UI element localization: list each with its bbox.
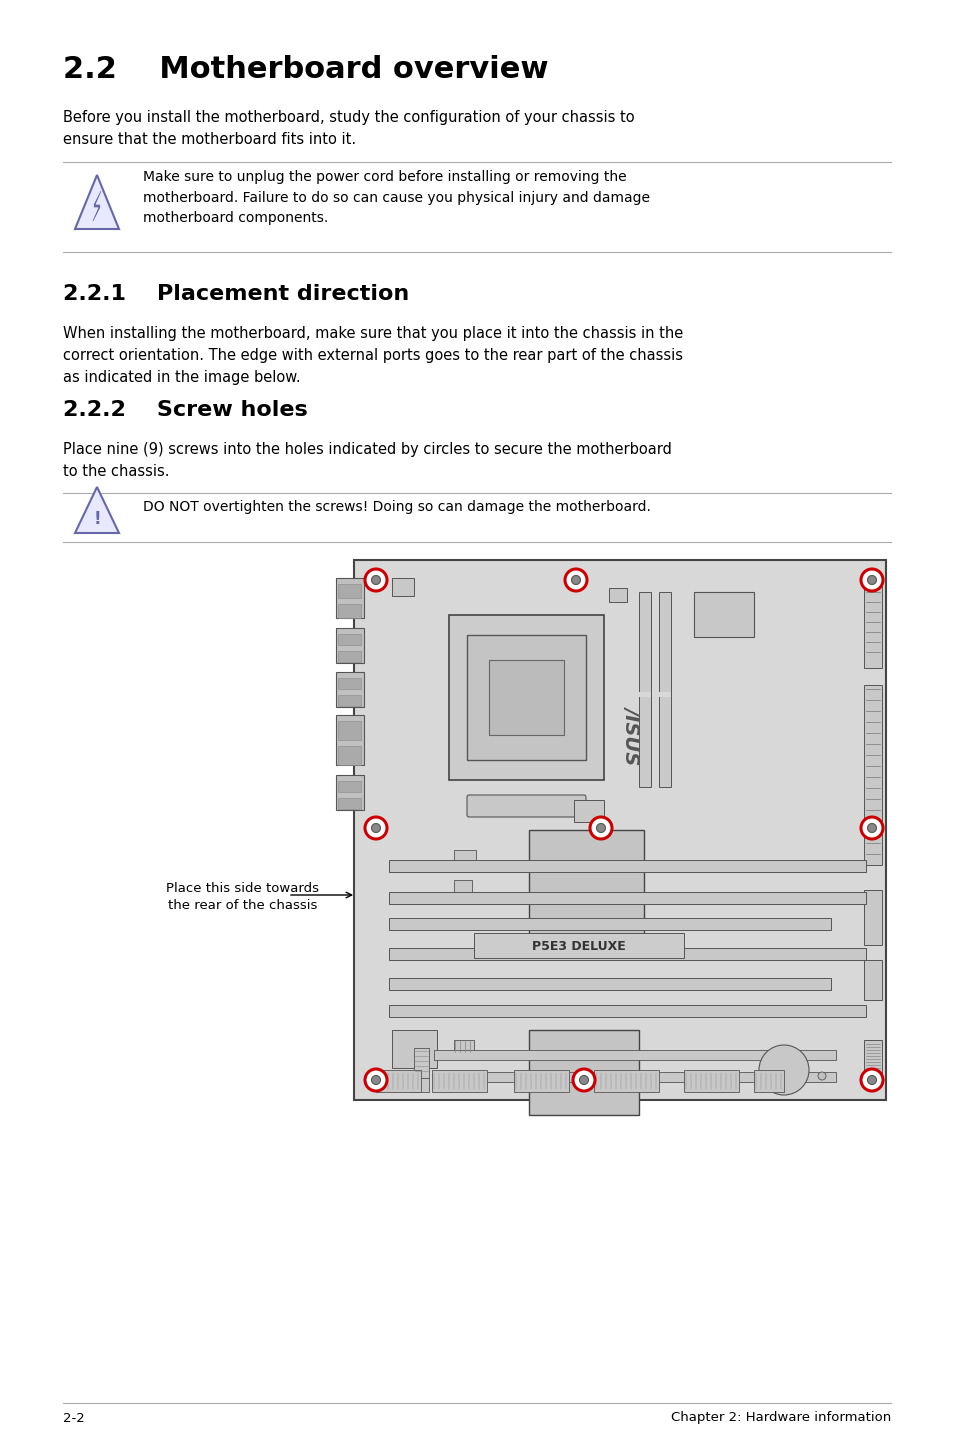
FancyBboxPatch shape [389, 948, 865, 961]
FancyBboxPatch shape [337, 695, 360, 706]
FancyBboxPatch shape [863, 961, 882, 999]
Circle shape [866, 1076, 876, 1084]
Circle shape [571, 575, 579, 584]
Circle shape [365, 569, 387, 591]
Circle shape [759, 1045, 808, 1094]
FancyBboxPatch shape [659, 592, 670, 787]
FancyBboxPatch shape [639, 692, 650, 697]
FancyBboxPatch shape [392, 578, 414, 595]
FancyBboxPatch shape [659, 692, 670, 697]
FancyBboxPatch shape [434, 1071, 835, 1081]
Circle shape [371, 824, 380, 833]
FancyBboxPatch shape [454, 850, 476, 870]
FancyBboxPatch shape [389, 892, 865, 905]
FancyBboxPatch shape [335, 775, 364, 810]
FancyBboxPatch shape [335, 578, 364, 618]
FancyBboxPatch shape [337, 651, 360, 661]
FancyBboxPatch shape [389, 860, 865, 871]
Text: Chapter 2: Hardware information: Chapter 2: Hardware information [670, 1412, 890, 1425]
Text: P5E3 DELUXE: P5E3 DELUXE [532, 939, 625, 952]
FancyBboxPatch shape [389, 917, 830, 930]
Circle shape [596, 824, 605, 833]
Text: 2-2: 2-2 [63, 1412, 85, 1425]
Text: Place this side towards
the rear of the chassis: Place this side towards the rear of the … [167, 881, 319, 912]
Text: DO NOT overtighten the screws! Doing so can damage the motherboard.: DO NOT overtighten the screws! Doing so … [143, 500, 650, 513]
Circle shape [365, 1068, 387, 1091]
Polygon shape [75, 487, 119, 533]
Circle shape [866, 824, 876, 833]
FancyBboxPatch shape [514, 1070, 568, 1091]
Circle shape [564, 569, 586, 591]
FancyBboxPatch shape [863, 1040, 882, 1086]
FancyBboxPatch shape [753, 1070, 783, 1091]
FancyBboxPatch shape [337, 798, 360, 810]
FancyBboxPatch shape [683, 1070, 739, 1091]
FancyBboxPatch shape [389, 978, 830, 989]
FancyBboxPatch shape [335, 628, 364, 663]
Text: 2.2    Motherboard overview: 2.2 Motherboard overview [63, 55, 548, 83]
FancyBboxPatch shape [389, 1005, 865, 1017]
FancyBboxPatch shape [337, 634, 360, 646]
FancyBboxPatch shape [529, 1030, 639, 1114]
Text: 2.2.2    Screw holes: 2.2.2 Screw holes [63, 400, 308, 420]
FancyBboxPatch shape [337, 604, 360, 618]
FancyBboxPatch shape [594, 1070, 659, 1091]
FancyBboxPatch shape [409, 1078, 429, 1091]
Circle shape [365, 817, 387, 838]
FancyBboxPatch shape [434, 1050, 835, 1060]
FancyBboxPatch shape [337, 584, 360, 598]
FancyBboxPatch shape [639, 592, 650, 787]
FancyBboxPatch shape [489, 660, 563, 735]
Text: 2.2.1    Placement direction: 2.2.1 Placement direction [63, 283, 409, 303]
FancyBboxPatch shape [863, 890, 882, 945]
FancyBboxPatch shape [375, 1070, 420, 1091]
Circle shape [589, 817, 612, 838]
Circle shape [371, 575, 380, 584]
FancyBboxPatch shape [693, 592, 753, 637]
FancyBboxPatch shape [337, 677, 360, 689]
Text: Before you install the motherboard, study the configuration of your chassis to
e: Before you install the motherboard, stud… [63, 109, 634, 147]
Circle shape [371, 1076, 380, 1084]
Circle shape [573, 1068, 595, 1091]
FancyBboxPatch shape [467, 795, 585, 817]
Text: Place nine (9) screws into the holes indicated by circles to secure the motherbo: Place nine (9) screws into the holes ind… [63, 441, 671, 479]
FancyBboxPatch shape [337, 781, 360, 792]
Circle shape [578, 1076, 588, 1084]
FancyBboxPatch shape [574, 800, 603, 823]
FancyBboxPatch shape [608, 588, 626, 603]
FancyBboxPatch shape [337, 720, 360, 741]
FancyBboxPatch shape [335, 672, 364, 707]
Polygon shape [92, 191, 101, 221]
FancyBboxPatch shape [474, 933, 683, 958]
FancyBboxPatch shape [863, 684, 882, 866]
FancyBboxPatch shape [432, 1070, 486, 1091]
FancyBboxPatch shape [414, 1048, 429, 1078]
Circle shape [866, 575, 876, 584]
FancyBboxPatch shape [454, 1040, 474, 1054]
Circle shape [861, 1068, 882, 1091]
FancyBboxPatch shape [354, 559, 885, 1100]
Polygon shape [75, 175, 119, 229]
Text: Make sure to unplug the power cord before installing or removing the
motherboard: Make sure to unplug the power cord befor… [143, 170, 649, 226]
FancyBboxPatch shape [454, 880, 472, 896]
Text: When installing the motherboard, make sure that you place it into the chassis in: When installing the motherboard, make su… [63, 326, 682, 385]
FancyBboxPatch shape [392, 1030, 436, 1068]
FancyBboxPatch shape [467, 636, 585, 761]
Circle shape [817, 1071, 825, 1080]
Circle shape [861, 817, 882, 838]
FancyBboxPatch shape [449, 615, 603, 779]
FancyBboxPatch shape [529, 830, 643, 935]
FancyBboxPatch shape [863, 578, 882, 669]
Circle shape [861, 569, 882, 591]
Text: !: ! [93, 510, 101, 528]
FancyBboxPatch shape [337, 746, 360, 765]
Text: /ISUS: /ISUS [622, 706, 640, 764]
FancyBboxPatch shape [335, 715, 364, 765]
